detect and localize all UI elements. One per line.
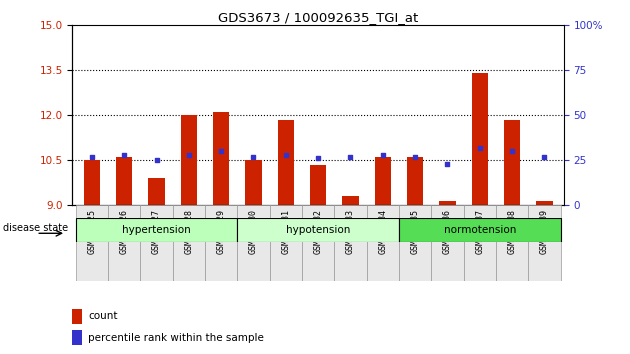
Text: GSM493534: GSM493534 [378,209,387,254]
Text: hypertension: hypertension [122,225,191,235]
Bar [399,205,432,281]
Bar [116,157,132,205]
Point [442,161,452,167]
Text: GSM493527: GSM493527 [152,209,161,254]
Bar [407,157,423,205]
Bar [270,205,302,281]
Bar [140,205,173,281]
Bar [529,205,561,281]
Bar [367,205,399,281]
Title: GDS3673 / 100092635_TGI_at: GDS3673 / 100092635_TGI_at [218,11,418,24]
Bar [335,205,367,281]
Text: GSM493530: GSM493530 [249,209,258,254]
Text: GSM493537: GSM493537 [475,209,484,254]
Text: GSM493535: GSM493535 [411,209,420,254]
Bar [149,178,164,205]
Bar [76,205,108,281]
Bar [432,205,464,281]
Point [507,148,517,154]
Point [539,154,549,159]
Point [475,145,485,150]
Text: hypotension: hypotension [286,225,350,235]
Point [248,154,258,159]
Text: GSM493529: GSM493529 [217,209,226,254]
Bar [472,73,488,205]
Text: GSM493526: GSM493526 [120,209,129,254]
Bar [72,330,82,345]
Bar [205,205,238,281]
Bar [72,309,82,324]
Bar [536,201,553,205]
Point [151,157,161,163]
Bar [213,112,229,205]
Point [378,152,388,158]
Text: disease state: disease state [3,223,68,233]
Text: GSM493528: GSM493528 [185,209,193,254]
Bar [181,115,197,205]
Point [345,154,355,159]
Bar [375,157,391,205]
Text: normotension: normotension [444,225,516,235]
Bar [238,218,399,242]
Point [87,154,97,159]
Bar [504,120,520,205]
Text: GSM493532: GSM493532 [314,209,323,254]
Bar [399,218,561,242]
Text: GSM493539: GSM493539 [540,209,549,254]
Text: GSM493531: GSM493531 [282,209,290,254]
Bar [238,205,270,281]
Text: count: count [88,311,118,321]
Text: GSM493536: GSM493536 [443,209,452,254]
Text: percentile rank within the sample: percentile rank within the sample [88,332,264,343]
Bar [278,120,294,205]
Bar [108,205,140,281]
Bar [84,160,100,205]
Bar [246,160,261,205]
Point [410,154,420,159]
Bar [76,218,238,242]
Bar [302,205,335,281]
Text: GSM493538: GSM493538 [508,209,517,254]
Bar [173,205,205,281]
Text: GSM493525: GSM493525 [88,209,96,254]
Point [216,148,226,154]
Bar [310,165,326,205]
Text: GSM493533: GSM493533 [346,209,355,254]
Point [119,152,129,158]
Point [313,155,323,161]
Bar [464,205,496,281]
Bar [439,201,455,205]
Point [281,152,291,158]
Bar [496,205,529,281]
Point [184,152,194,158]
Bar [342,196,358,205]
